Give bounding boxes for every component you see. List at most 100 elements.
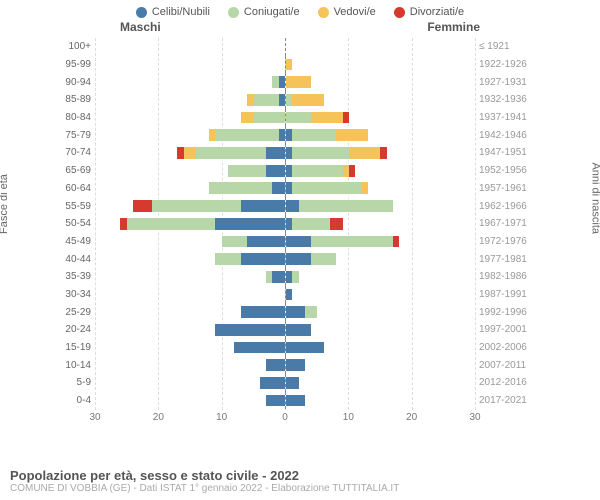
- seg-v: [184, 146, 197, 160]
- seg-c: [266, 394, 285, 408]
- seg-c: [215, 323, 285, 337]
- seg-c: [286, 358, 305, 372]
- seg-c: [260, 376, 285, 390]
- legend-item: Vedovi/e: [318, 6, 376, 18]
- seg-c: [286, 252, 311, 266]
- seg-co: [299, 199, 394, 213]
- bar-area: [95, 286, 475, 304]
- age-label: 45-49: [55, 236, 95, 247]
- bar-female: [285, 250, 475, 268]
- birth-years: 1982-1986: [475, 271, 535, 282]
- age-row: 55-591962-1966: [55, 197, 535, 215]
- bar-area: [95, 162, 475, 180]
- x-axis: 3020100102030: [95, 412, 475, 428]
- bar-female: [285, 215, 475, 233]
- legend-label: Vedovi/e: [334, 6, 376, 18]
- seg-d: [380, 146, 386, 160]
- bar-male: [95, 126, 285, 144]
- seg-c: [266, 164, 285, 178]
- seg-d: [330, 217, 343, 231]
- x-tick: 10: [343, 412, 354, 423]
- bar-area: [95, 215, 475, 233]
- age-row: 5-92012-2016: [55, 374, 535, 392]
- seg-c: [266, 358, 285, 372]
- legend-item: Divorziati/e: [394, 6, 464, 18]
- age-label: 75-79: [55, 130, 95, 141]
- age-label: 60-64: [55, 183, 95, 194]
- bar-male: [95, 374, 285, 392]
- age-label: 30-34: [55, 289, 95, 300]
- age-row: 25-291992-1996: [55, 303, 535, 321]
- seg-co: [152, 199, 241, 213]
- bar-area: [95, 392, 475, 410]
- age-row: 95-991922-1926: [55, 56, 535, 74]
- legend-swatch: [228, 7, 239, 18]
- age-row: 75-791942-1946: [55, 126, 535, 144]
- bar-male: [95, 286, 285, 304]
- birth-years: ≤ 1921: [475, 41, 535, 52]
- x-tick: 10: [216, 412, 227, 423]
- bar-female: [285, 392, 475, 410]
- seg-c: [241, 199, 285, 213]
- age-label: 70-74: [55, 147, 95, 158]
- age-label: 25-29: [55, 307, 95, 318]
- bar-area: [95, 91, 475, 109]
- birth-years: 2002-2006: [475, 342, 535, 353]
- bar-male: [95, 303, 285, 321]
- seg-c: [247, 235, 285, 249]
- bar-female: [285, 91, 475, 109]
- seg-co: [209, 181, 272, 195]
- bar-area: [95, 268, 475, 286]
- bar-area: [95, 126, 475, 144]
- seg-d: [393, 235, 399, 249]
- age-label: 90-94: [55, 77, 95, 88]
- bar-male: [95, 109, 285, 127]
- population-pyramid: Fasce di età Anni di nascita 100+≤ 19219…: [0, 34, 600, 434]
- legend-item: Coniugati/e: [228, 6, 300, 18]
- seg-c: [241, 305, 285, 319]
- bar-area: [95, 356, 475, 374]
- seg-c: [241, 252, 285, 266]
- age-row: 85-891932-1936: [55, 91, 535, 109]
- age-label: 100+: [55, 41, 95, 52]
- bar-male: [95, 197, 285, 215]
- bar-area: [95, 303, 475, 321]
- seg-co: [215, 128, 278, 142]
- seg-v: [292, 93, 324, 107]
- legend-swatch: [318, 7, 329, 18]
- age-label: 20-24: [55, 324, 95, 335]
- age-label: 10-14: [55, 360, 95, 371]
- age-row: 70-741947-1951: [55, 144, 535, 162]
- bar-female: [285, 73, 475, 91]
- age-label: 65-69: [55, 165, 95, 176]
- bar-female: [285, 144, 475, 162]
- seg-v: [362, 181, 368, 195]
- age-row: 30-341987-1991: [55, 286, 535, 304]
- seg-co: [292, 164, 342, 178]
- birth-years: 2017-2021: [475, 395, 535, 406]
- bar-area: [95, 180, 475, 198]
- legend: Celibi/NubiliConiugati/eVedovi/eDivorzia…: [0, 0, 600, 20]
- seg-co: [305, 305, 318, 319]
- age-label: 0-4: [55, 395, 95, 406]
- bar-male: [95, 180, 285, 198]
- bar-male: [95, 392, 285, 410]
- legend-label: Divorziati/e: [410, 6, 464, 18]
- age-row: 40-441977-1981: [55, 250, 535, 268]
- age-row: 15-192002-2006: [55, 339, 535, 357]
- chart-subtitle: COMUNE DI VOBBIA (GE) - Dati ISTAT 1° ge…: [10, 483, 399, 494]
- age-label: 35-39: [55, 271, 95, 282]
- y-axis-label-right: Anni di nascita: [590, 162, 600, 234]
- bar-area: [95, 109, 475, 127]
- bar-female: [285, 197, 475, 215]
- x-tick: 30: [469, 412, 480, 423]
- bar-female: [285, 56, 475, 74]
- birth-years: 1997-2001: [475, 324, 535, 335]
- seg-co: [215, 252, 240, 266]
- birth-years: 1927-1931: [475, 77, 535, 88]
- seg-c: [286, 323, 311, 337]
- age-row: 20-24 1997-2001: [55, 321, 535, 339]
- seg-v: [286, 75, 311, 89]
- bar-area: [95, 250, 475, 268]
- seg-v: [311, 111, 343, 125]
